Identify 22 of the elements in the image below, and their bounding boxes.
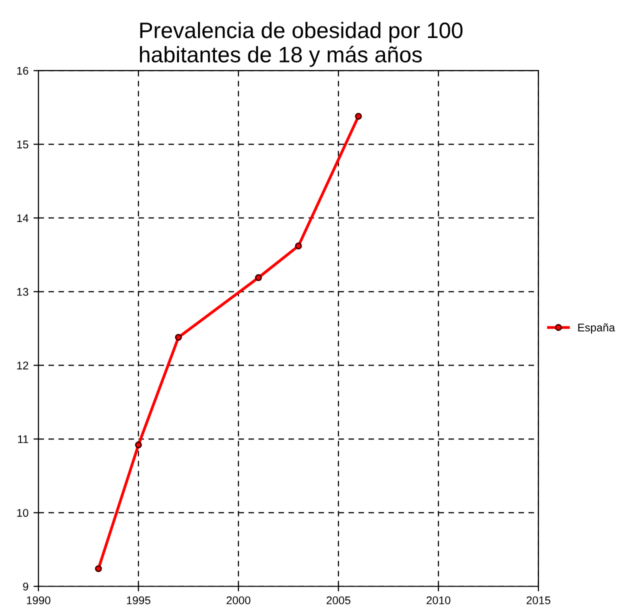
y-tick-label: 10: [17, 508, 28, 517]
point: [254, 274, 262, 282]
legend-label: España: [578, 323, 616, 334]
y-tick-label: 11: [18, 435, 28, 444]
y-tick-label: 15: [17, 140, 28, 148]
x-tick-label: 2000: [226, 596, 250, 604]
y-tick-label: 13: [17, 288, 28, 296]
point: [94, 565, 102, 572]
x-tick-label: 2010: [426, 596, 450, 604]
y-tick-label: 14: [17, 214, 28, 222]
point: [174, 334, 182, 341]
x-tick-label: 1990: [26, 596, 50, 604]
point: [294, 242, 302, 250]
point: [134, 441, 142, 448]
x-tick-label: 1995: [126, 596, 150, 604]
point: [354, 112, 362, 120]
chart-title: Prevalencia de obesidad por 100 habitantes de 18 y más años: [140, 22, 463, 67]
x-tick-label: 2005: [326, 596, 350, 604]
y-tick-label: 9: [23, 582, 28, 591]
x-tick-label: 2015: [526, 596, 550, 604]
y-tick-label: 16: [17, 66, 28, 75]
y-tick-label: 12: [17, 362, 28, 370]
